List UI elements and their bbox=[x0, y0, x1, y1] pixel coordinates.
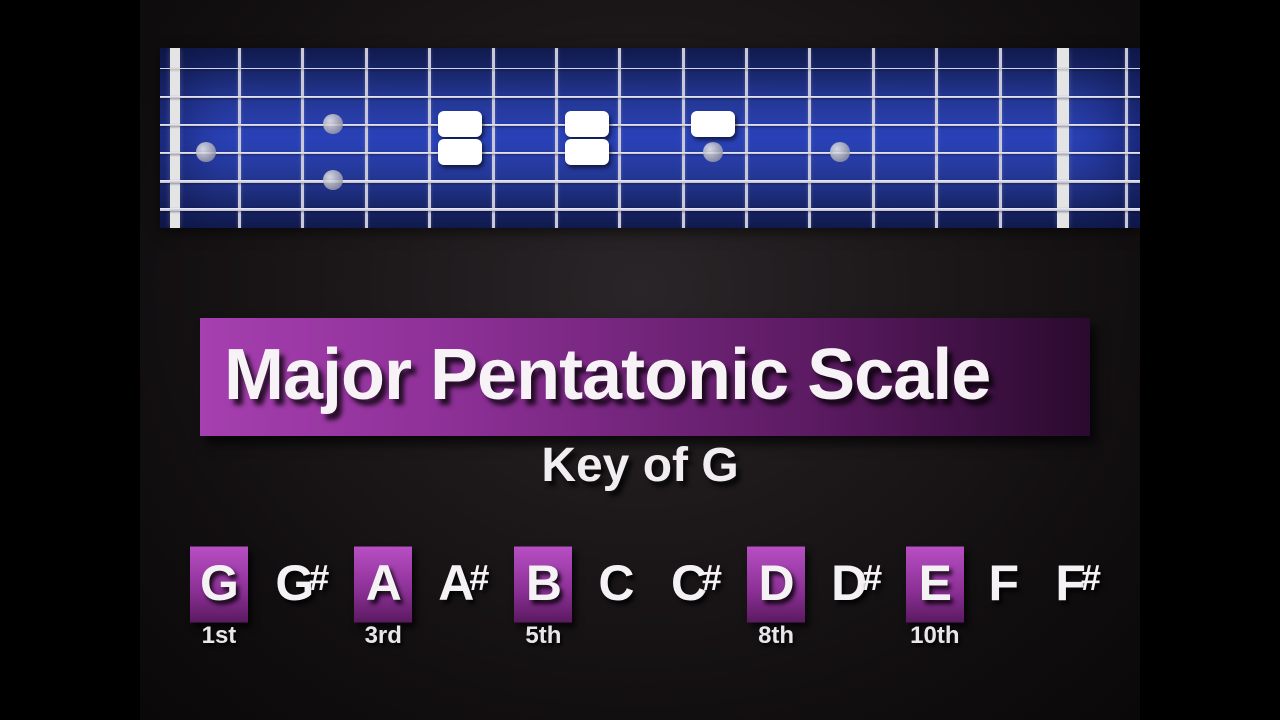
fretboard-nut-right bbox=[1057, 48, 1069, 228]
note-label: G bbox=[200, 554, 238, 612]
fret-inlay-dot bbox=[323, 114, 343, 134]
note-cell: B5th bbox=[526, 554, 561, 612]
note-cell: D8th bbox=[759, 554, 794, 612]
fret bbox=[872, 48, 875, 228]
note-label: E bbox=[919, 554, 951, 612]
note-label: A bbox=[366, 554, 401, 612]
note-marker bbox=[565, 139, 609, 165]
note-cell: A3rd bbox=[366, 554, 401, 612]
fret bbox=[555, 48, 558, 228]
note-label: A# bbox=[438, 554, 488, 612]
note-cell: D# bbox=[831, 554, 881, 612]
fret bbox=[745, 48, 748, 228]
note-marker bbox=[691, 111, 735, 137]
fret bbox=[428, 48, 431, 228]
fret bbox=[365, 48, 368, 228]
sharp-icon: # bbox=[702, 557, 721, 598]
scale-degree-label: 10th bbox=[910, 622, 959, 650]
string bbox=[160, 124, 1140, 126]
string bbox=[160, 68, 1140, 70]
title-banner: Major Pentatonic Scale bbox=[200, 318, 1090, 436]
fret bbox=[999, 48, 1002, 228]
note-cell: C bbox=[598, 554, 633, 612]
note-cell: E10th bbox=[919, 554, 951, 612]
scale-degree-label: 5th bbox=[525, 622, 561, 650]
scale-degree-label: 8th bbox=[758, 622, 794, 650]
note-label: D bbox=[759, 554, 794, 612]
string bbox=[160, 152, 1140, 154]
fret bbox=[682, 48, 685, 228]
fret-inlay-dot bbox=[196, 142, 216, 162]
note-label: F bbox=[988, 554, 1018, 612]
fret bbox=[935, 48, 938, 228]
sharp-icon: # bbox=[862, 557, 881, 598]
scale-degree-label: 1st bbox=[202, 622, 237, 650]
fret-inlay-dot bbox=[703, 142, 723, 162]
sharp-icon: # bbox=[309, 557, 328, 598]
title-text: Major Pentatonic Scale bbox=[224, 334, 990, 416]
note-label: G# bbox=[275, 554, 328, 612]
stage: Major Pentatonic Scale Key of G G1stG#A3… bbox=[140, 0, 1140, 720]
chromatic-note-row: G1stG#A3rdA#B5thCC#D8thD#E10thFF# bbox=[200, 554, 1100, 612]
note-marker bbox=[565, 111, 609, 137]
fretboard-region bbox=[160, 48, 1140, 228]
note-label: C# bbox=[671, 554, 721, 612]
note-label: F# bbox=[1055, 554, 1100, 612]
scale-degree-label: 3rd bbox=[365, 622, 402, 650]
fret bbox=[808, 48, 811, 228]
fret bbox=[238, 48, 241, 228]
fret bbox=[618, 48, 621, 228]
subtitle-text: Key of G bbox=[140, 438, 1140, 493]
string bbox=[160, 208, 1140, 211]
note-marker bbox=[438, 111, 482, 137]
fretboard-nut-left bbox=[170, 48, 180, 228]
fretboard bbox=[160, 48, 1140, 228]
note-marker bbox=[438, 139, 482, 165]
note-cell: F bbox=[988, 554, 1018, 612]
note-cell: G1st bbox=[200, 554, 238, 612]
note-label: C bbox=[598, 554, 633, 612]
string bbox=[160, 180, 1140, 183]
fret-inlay-dot bbox=[830, 142, 850, 162]
note-cell: C# bbox=[671, 554, 721, 612]
note-label: D# bbox=[831, 554, 881, 612]
fret bbox=[301, 48, 304, 228]
string bbox=[160, 96, 1140, 98]
note-label: B bbox=[526, 554, 561, 612]
note-cell: G# bbox=[275, 554, 328, 612]
fret bbox=[1125, 48, 1128, 228]
note-cell: F# bbox=[1055, 554, 1100, 612]
fret-inlay-dot bbox=[323, 170, 343, 190]
sharp-icon: # bbox=[1081, 557, 1100, 598]
sharp-icon: # bbox=[469, 557, 488, 598]
note-cell: A# bbox=[438, 554, 488, 612]
fret bbox=[492, 48, 495, 228]
